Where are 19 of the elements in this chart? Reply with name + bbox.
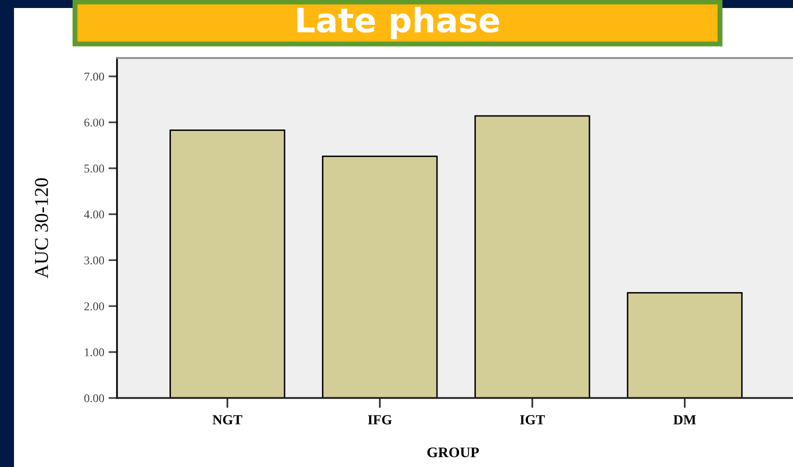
bar xyxy=(322,156,438,398)
y-tick-label: 1.00 xyxy=(84,348,104,356)
bar xyxy=(170,129,286,398)
y-tick-label: 6.00 xyxy=(84,118,104,127)
chart-title: Late phase xyxy=(297,6,500,40)
y-tick-label: 2.00 xyxy=(84,302,104,310)
x-tick-label: NGT xyxy=(212,415,242,424)
y-tick-label: 5.00 xyxy=(84,164,104,173)
y-tick-label: 0.00 xyxy=(84,394,104,402)
y-tick-label: 3.00 xyxy=(84,256,104,264)
bar xyxy=(626,292,743,398)
y-tick-label: 4.00 xyxy=(84,210,104,218)
x-tick-label: IGT xyxy=(520,415,545,424)
x-tick-label: IFG xyxy=(368,415,392,424)
x-axis-title: GROUP xyxy=(427,447,479,458)
x-tick-label: DM xyxy=(673,415,696,424)
y-axis-title: AUC 30-120 xyxy=(34,178,48,278)
bar xyxy=(474,115,590,398)
y-tick-label: 7.00 xyxy=(84,72,104,81)
